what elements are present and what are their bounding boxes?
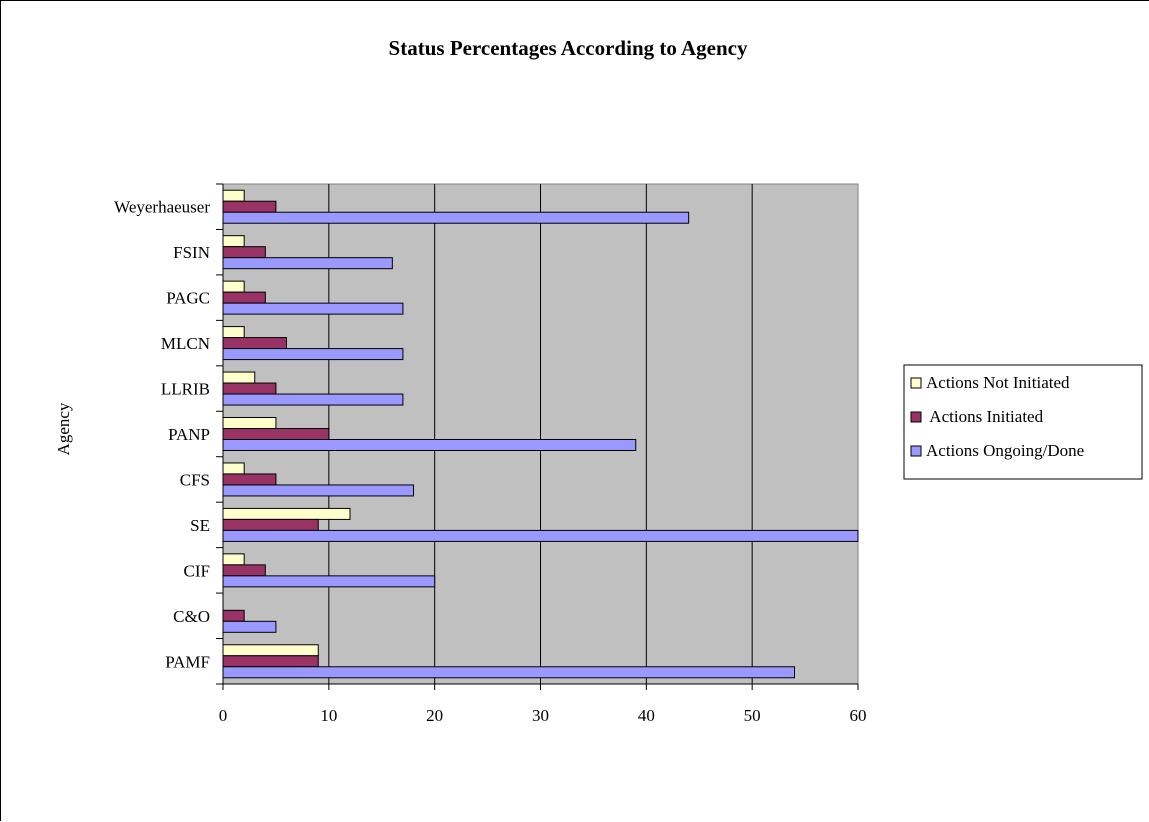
bar: [222, 462, 245, 475]
x-tick-label: 0: [219, 706, 228, 725]
bar: [222, 609, 245, 622]
plot-area: 0 10 20 30 40 50 60 PAMF C&O CIF SE CFS PANP LLRIB MLC…: [114, 183, 867, 725]
bar: [222, 302, 404, 315]
bar: [222, 246, 266, 259]
bar: [222, 382, 277, 395]
bar: [222, 575, 436, 588]
bar: [222, 189, 245, 202]
legend-swatch: [910, 411, 922, 423]
bar: [222, 518, 319, 531]
bar: [222, 417, 277, 429]
bar: [222, 507, 351, 520]
bar: [222, 644, 319, 657]
bar: [222, 326, 245, 339]
chart-title: Status Percentages According to Agency: [389, 36, 748, 60]
bar: [222, 473, 277, 486]
bar: [222, 484, 414, 497]
y-tick-label: CIF: [184, 561, 210, 580]
legend-label: Actions Not Initiated: [926, 373, 1070, 392]
bar: [222, 235, 245, 248]
legend-label: Actions Ongoing/Done: [926, 441, 1084, 460]
legend-swatch: [910, 445, 922, 457]
bar: [222, 211, 690, 224]
bar: [222, 439, 637, 451]
legend-label: Actions Initiated: [926, 407, 1044, 426]
bar: [222, 666, 795, 679]
y-tick-label: PAMF: [165, 652, 210, 671]
x-tick-label: 10: [320, 706, 337, 725]
bar: [222, 428, 330, 440]
legend: Actions Not Initiated Actions Initiated A…: [903, 364, 1143, 480]
legend-box: [903, 364, 1143, 480]
bar: [222, 280, 245, 293]
y-tick-label: SE: [190, 516, 210, 535]
bar: [222, 348, 404, 361]
y-tick-label: C&O: [173, 607, 210, 626]
y-tick-label: FSIN: [173, 243, 210, 262]
bar: [222, 553, 245, 566]
y-tick-label: PAGC: [166, 289, 210, 308]
x-tick-label: 60: [850, 706, 867, 725]
bar: [222, 620, 277, 633]
bar: [222, 655, 319, 668]
bar: [222, 337, 287, 350]
bar: [222, 529, 859, 542]
x-tick-label: 50: [744, 706, 761, 725]
y-tick-label: MLCN: [161, 334, 210, 353]
bar: [222, 393, 404, 406]
x-tick-label: 30: [532, 706, 549, 725]
x-tick-label: 20: [426, 706, 443, 725]
x-tick-label: 40: [638, 706, 655, 725]
y-axis-title: Agency: [54, 402, 73, 455]
bar: [222, 200, 277, 213]
y-tick-label: Weyerhaeuser: [114, 198, 210, 217]
legend-swatch: [910, 377, 922, 389]
bar: [222, 371, 256, 384]
bar: [222, 564, 266, 577]
y-tick-label: CFS: [180, 470, 210, 489]
y-tick-label: PANP: [168, 425, 210, 444]
y-tick-label: LLRIB: [161, 380, 210, 399]
bar: [222, 257, 393, 270]
bar: [222, 291, 266, 304]
